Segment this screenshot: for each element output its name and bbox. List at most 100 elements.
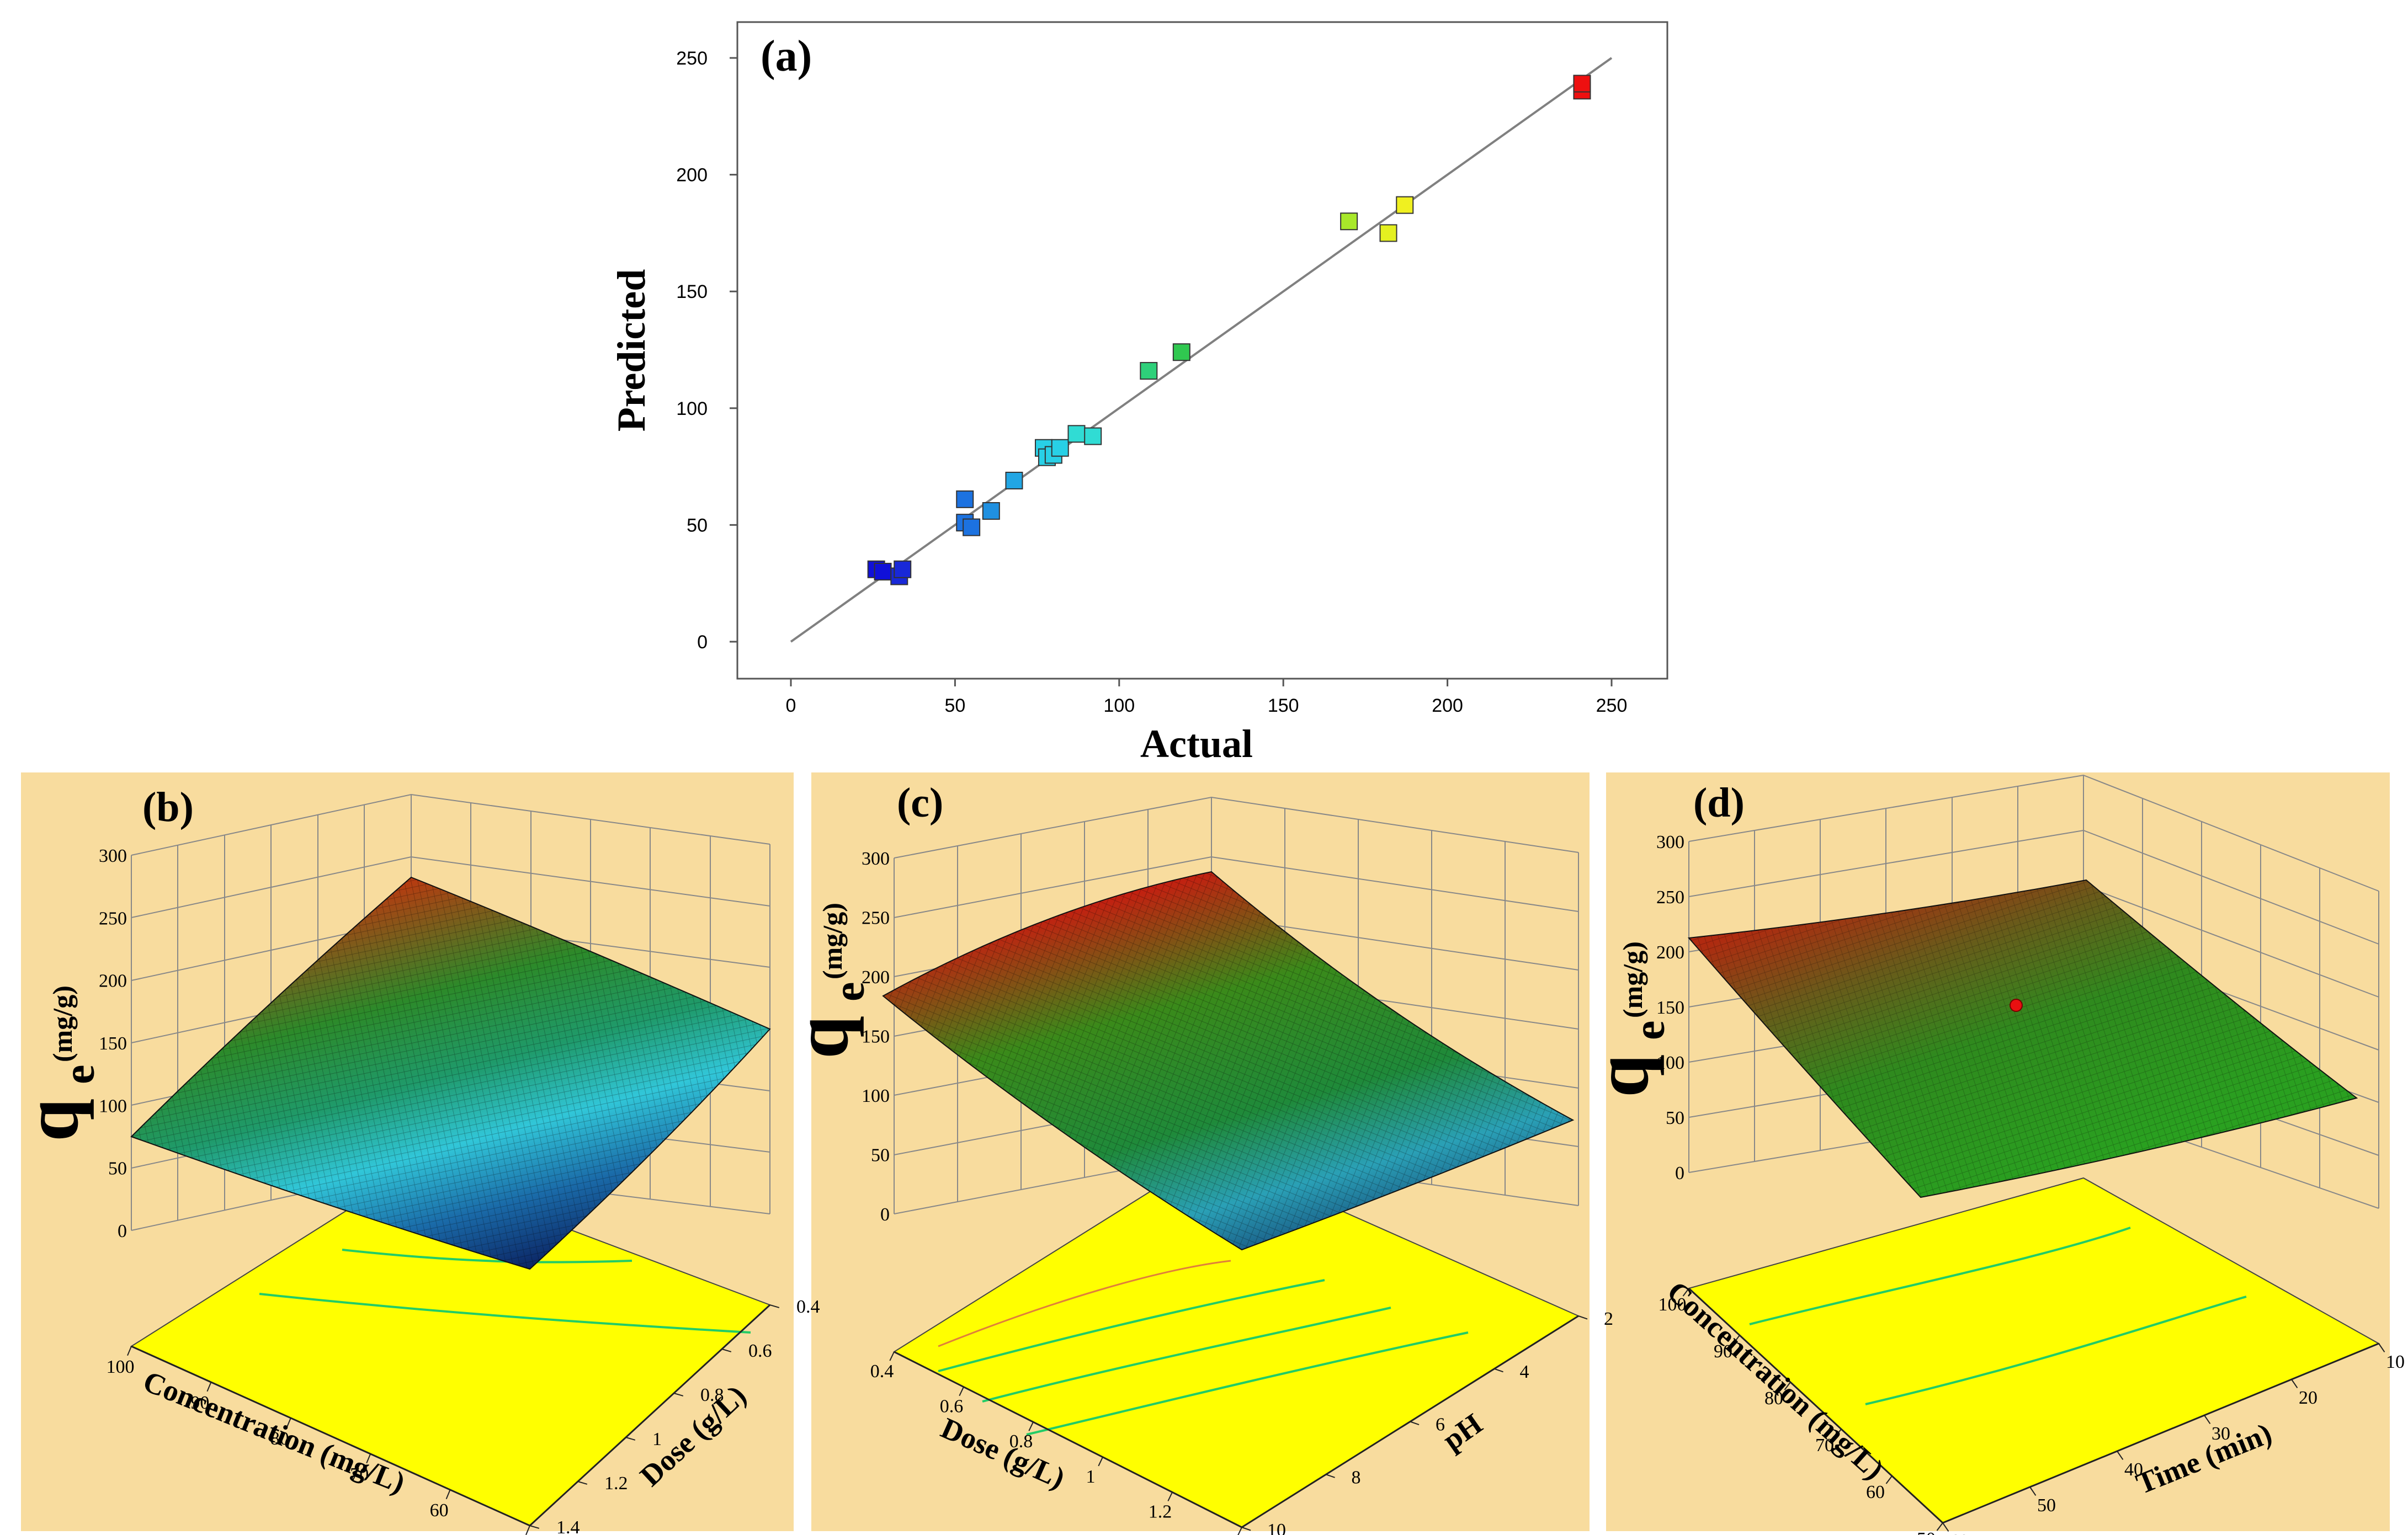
data-point xyxy=(1051,439,1069,457)
x-axis-ticks: 0 50 100 150 200 250 xyxy=(786,679,1627,716)
z-axis-ticks: 0 50 100 150 200 250 300 xyxy=(99,846,127,1241)
y-tick-mark xyxy=(1326,1474,1335,1478)
x-tick-mark xyxy=(1936,1522,1943,1531)
x-tick-label: 90 xyxy=(190,1393,209,1413)
y-tick-mark xyxy=(2291,1379,2298,1388)
y-tick-label: 1.2 xyxy=(604,1473,628,1494)
x-tick-mark xyxy=(1885,1475,1893,1484)
y-tick-label: 0.8 xyxy=(700,1385,724,1405)
y-tick-mark xyxy=(1942,1522,1949,1532)
z-axis-label: q e (mg/g) xyxy=(1579,941,1674,1097)
x-tick-mark xyxy=(445,1489,451,1500)
data-point xyxy=(1067,425,1086,443)
x-tick-label: 80 xyxy=(270,1429,289,1449)
time-axis-ticks: 60 50 40 30 20 10 xyxy=(1942,1343,2405,1535)
x-tick-mark xyxy=(1682,1288,1689,1297)
z-tick-label: 50 xyxy=(108,1159,127,1179)
data-point xyxy=(1340,212,1358,231)
contour-line xyxy=(1749,1227,2131,1325)
data-point xyxy=(1172,343,1190,361)
z-tick-label: 50 xyxy=(1666,1108,1684,1128)
x-tick-mark xyxy=(1733,1335,1740,1344)
x-tick-label: 60 xyxy=(430,1500,449,1521)
y-axis-ticks: 0 50 100 150 200 250 xyxy=(676,48,737,653)
z-tick-label: 250 xyxy=(99,908,127,929)
panel-a-scatter: (a) 0 50 100 150 200 250 0 50 100 150 200 250 Actu… xyxy=(609,21,1668,766)
z-tick-label: 200 xyxy=(862,967,890,988)
contour-line xyxy=(938,1279,1325,1372)
x-tick-label: 200 xyxy=(1432,695,1463,716)
x-tick-label: 150 xyxy=(1268,695,1299,716)
y-tick-label: 0.4 xyxy=(796,1297,820,1317)
z-tick-label: 200 xyxy=(99,971,127,992)
y-tick-mark xyxy=(2029,1486,2037,1496)
y-tick-label: 1 xyxy=(652,1429,662,1449)
dose-axis-ticks: 1.4 1.2 1 0.8 0.6 0.4 xyxy=(529,1297,820,1535)
y-axis-label: Predicted xyxy=(609,269,653,432)
data-point xyxy=(1084,427,1102,445)
y-tick-label: 2 xyxy=(1604,1309,1613,1329)
x-tick-label: 1.2 xyxy=(1149,1501,1172,1522)
z-label-q: q xyxy=(779,1016,864,1059)
y-tick-label: 1.4 xyxy=(556,1517,580,1535)
z-tick-label: 150 xyxy=(99,1033,127,1054)
z-tick-label: 150 xyxy=(1656,998,1684,1018)
z-axis-label: q e (mg/g) xyxy=(779,903,874,1059)
x-tick-mark xyxy=(525,1525,530,1535)
z-tick-label: 250 xyxy=(862,908,890,929)
y-tick-label: 200 xyxy=(676,165,708,186)
data-point xyxy=(1140,362,1158,380)
y-tick-mark xyxy=(1241,1527,1251,1531)
y-tick-label: 20 xyxy=(2299,1388,2317,1408)
x-tick-label: 60 xyxy=(1866,1482,1885,1502)
x-tick-mark xyxy=(1098,1457,1103,1467)
z-axis-ticks: 0 50 100 150 200 250 300 xyxy=(1656,832,1684,1184)
x-tick-mark xyxy=(889,1351,895,1361)
y-tick-label: 8 xyxy=(1352,1467,1361,1488)
z-tick-label: 100 xyxy=(862,1086,890,1106)
x-tick-mark xyxy=(1835,1429,1842,1437)
data-point xyxy=(956,490,974,508)
y-tick-label: 10 xyxy=(2386,1352,2405,1372)
panel-label: (d) xyxy=(1693,780,1745,826)
y-tick-label: 30 xyxy=(2212,1424,2230,1444)
x-tick-label: 1 xyxy=(1086,1467,1096,1487)
z-label-unit: (mg/g) xyxy=(47,985,78,1062)
data-point xyxy=(1396,196,1414,214)
panel-label: (a) xyxy=(761,32,812,81)
x-tick-label: 70 xyxy=(1815,1435,1834,1456)
surface-mesh xyxy=(1689,880,2357,1197)
z-label-unit: (mg/g) xyxy=(817,903,848,979)
x-tick-mark xyxy=(1784,1382,1791,1390)
x-tick-mark xyxy=(366,1453,371,1464)
contour-line xyxy=(1865,1296,2247,1405)
data-point xyxy=(1379,224,1397,242)
x-tick-label: 50 xyxy=(1917,1529,1936,1535)
x-tick-label: 100 xyxy=(107,1357,135,1377)
z-tick-label: 0 xyxy=(1675,1163,1684,1184)
z-tick-label: 300 xyxy=(99,846,127,866)
y-tick-label: 50 xyxy=(2037,1495,2056,1516)
y-tick-mark xyxy=(1410,1421,1420,1426)
data-point xyxy=(982,502,1000,520)
x-tick-label: 0 xyxy=(786,695,796,716)
data-point xyxy=(1005,471,1023,489)
data-point xyxy=(874,563,892,581)
y-tick-mark xyxy=(2117,1451,2124,1460)
x-tick-mark xyxy=(959,1387,964,1397)
x-tick-label: 100 xyxy=(1103,695,1135,716)
panel-label: (b) xyxy=(142,784,194,830)
y-tick-mark xyxy=(769,1304,780,1308)
y-tick-mark xyxy=(2378,1343,2385,1352)
z-tick-label: 300 xyxy=(862,849,890,869)
contour-line xyxy=(1026,1331,1469,1436)
contour-line xyxy=(259,1293,751,1334)
y-tick-mark xyxy=(673,1393,684,1397)
x-tick-label: 0.4 xyxy=(870,1361,894,1382)
x-tick-label: 100 xyxy=(1659,1294,1687,1315)
z-label-subscript: e xyxy=(825,982,874,1001)
z-tick-label: 50 xyxy=(871,1145,890,1166)
panel-label: (c) xyxy=(897,780,943,826)
